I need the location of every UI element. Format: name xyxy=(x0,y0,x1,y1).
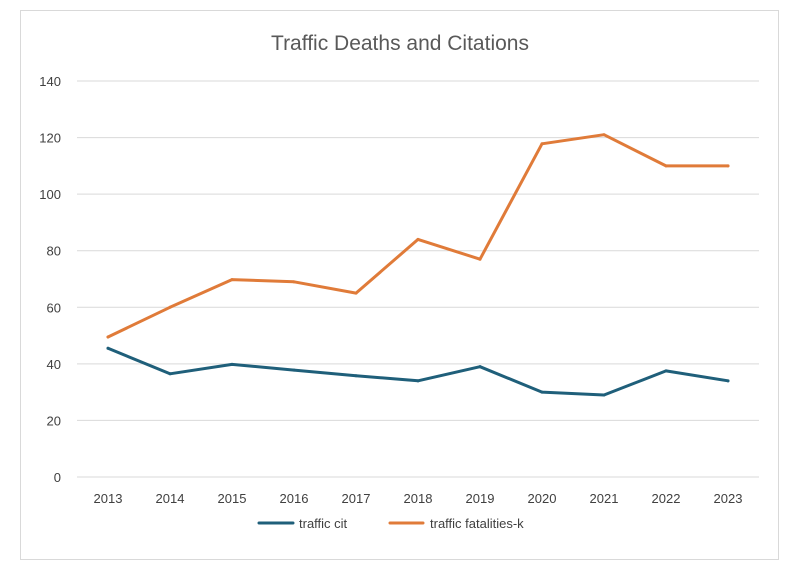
y-tick-label: 140 xyxy=(39,74,61,89)
line-chart: Traffic Deaths and Citations 0 20 40 60 80 10… xyxy=(39,32,759,531)
data-point-traffic-cit-2014 xyxy=(168,372,172,376)
x-tick-label: 2018 xyxy=(404,491,433,506)
y-tick-label: 60 xyxy=(47,300,61,315)
data-point-traffic-cit-2021 xyxy=(602,393,606,397)
x-tick-label: 2020 xyxy=(528,491,557,506)
data-point-traffic-cit-2017 xyxy=(354,374,358,378)
x-tick-label: 2015 xyxy=(218,491,247,506)
x-tick-label: 2016 xyxy=(280,491,309,506)
series-line-traffic-cit xyxy=(106,346,730,397)
data-point-traffic-fatalities-k-2023 xyxy=(726,164,730,168)
x-tick-label: 2019 xyxy=(466,491,495,506)
data-point-traffic-cit-2018 xyxy=(416,379,420,383)
y-tick-label: 0 xyxy=(54,470,61,485)
data-point-traffic-cit-2020 xyxy=(540,390,544,394)
data-point-traffic-fatalities-k-2015 xyxy=(230,278,234,282)
y-tick-label: 80 xyxy=(47,244,61,259)
gridlines xyxy=(77,80,759,478)
data-point-traffic-fatalities-k-2019 xyxy=(478,257,482,261)
series-lines xyxy=(106,133,730,397)
legend: traffic cit traffic fatalities-k xyxy=(257,516,524,531)
data-point-traffic-cit-2015 xyxy=(230,362,234,366)
data-point-traffic-cit-2013 xyxy=(106,346,110,350)
data-point-traffic-fatalities-k-2018 xyxy=(416,237,420,241)
data-point-traffic-fatalities-k-2014 xyxy=(168,305,172,309)
x-tick-label: 2014 xyxy=(156,491,185,506)
y-tick-label: 20 xyxy=(47,413,61,428)
x-tick-label: 2021 xyxy=(590,491,619,506)
data-point-traffic-cit-2022 xyxy=(664,369,668,373)
x-axis-ticks: 2013 2014 2015 2016 2017 2018 2019 2020 2021 2022… xyxy=(94,491,743,506)
x-tick-label: 2023 xyxy=(714,491,743,506)
chart-frame: Traffic Deaths and Citations 0 20 40 60 80 10… xyxy=(20,10,779,560)
data-point-traffic-cit-2016 xyxy=(292,368,296,372)
data-point-traffic-cit-2023 xyxy=(726,379,730,383)
data-point-traffic-cit-2019 xyxy=(478,365,482,369)
y-tick-label: 40 xyxy=(47,357,61,372)
y-tick-label: 120 xyxy=(39,131,61,146)
x-tick-label: 2017 xyxy=(342,491,371,506)
x-tick-label: 2022 xyxy=(652,491,681,506)
series-line-traffic-fatalities-k xyxy=(106,133,730,339)
data-point-traffic-fatalities-k-2021 xyxy=(602,133,606,137)
x-tick-label: 2013 xyxy=(94,491,123,506)
data-point-traffic-fatalities-k-2016 xyxy=(292,280,296,284)
y-tick-label: 100 xyxy=(39,187,61,202)
data-point-traffic-fatalities-k-2020 xyxy=(540,142,544,146)
y-axis-ticks: 0 20 40 60 80 100 120 140 xyxy=(39,74,61,485)
chart-title: Traffic Deaths and Citations xyxy=(271,32,529,55)
data-point-traffic-fatalities-k-2017 xyxy=(354,291,358,295)
legend-label-traffic-cit: traffic cit xyxy=(299,516,348,531)
data-point-traffic-fatalities-k-2022 xyxy=(664,164,668,168)
legend-label-traffic-fatalities-k: traffic fatalities-k xyxy=(430,516,524,531)
data-point-traffic-fatalities-k-2013 xyxy=(106,335,110,339)
